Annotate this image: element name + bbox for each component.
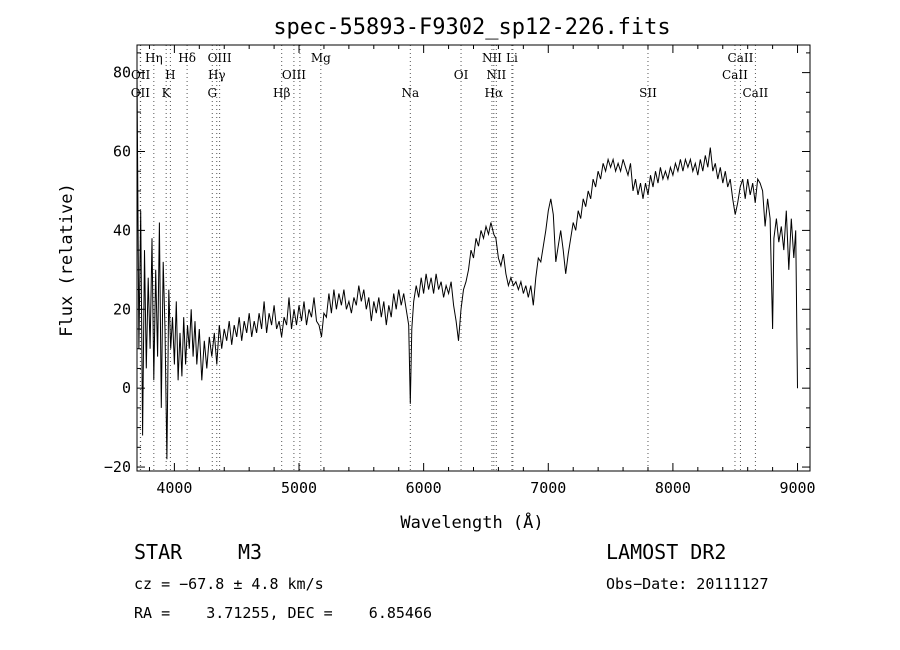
y-tick-label-0: 0 [122, 379, 131, 397]
redshift-velocity: cz = −67.8 ± 4.8 km/s [134, 575, 324, 593]
line-marker-label-5: Hδ [178, 51, 196, 65]
line-marker-label-12: Mg [311, 51, 331, 65]
spectrum-series-0 [136, 72, 798, 460]
line-marker-label-22: CaII [722, 68, 748, 82]
x-tick-label-4000: 4000 [156, 479, 192, 497]
line-marker-label-20: SII [639, 86, 657, 100]
line-marker-label-16: NII [486, 68, 506, 82]
line-marker-label-9: Hβ [273, 86, 290, 100]
survey-label: LAMOST DR2 [606, 540, 727, 564]
line-marker-label-17: Hα [485, 86, 504, 100]
x-tick-label-8000: 8000 [655, 479, 691, 497]
coordinates: RA = 3.71255, DEC = 6.85466 [134, 604, 433, 622]
y-tick-label-40: 40 [113, 221, 131, 239]
line-marker-label-1: OII [131, 68, 151, 82]
y-tick-label-20: 20 [113, 300, 131, 318]
x-axis: 4000 5000 6000 7000 8000 9000 [148, 45, 816, 497]
x-tick-label-7000: 7000 [530, 479, 566, 497]
class-label: STAR [134, 540, 183, 564]
line-marker-label-2: Hη [145, 51, 163, 65]
x-tick-label-6000: 6000 [406, 479, 442, 497]
x-axis-label: Wavelength (Å) [400, 511, 543, 533]
y-tick-label-80: 80 [113, 64, 131, 82]
line-marker-label-15: NII [482, 51, 502, 65]
line-marker-label-3: H [165, 68, 175, 82]
line-marker-label-10: OIII [282, 68, 306, 82]
line-marker-label-23: CaII [742, 86, 768, 100]
series-layer [136, 72, 798, 460]
chart-title: spec-55893-F9302_sp12-226.fits [273, 15, 670, 40]
observation-date: Obs−Date: 20111127 [606, 575, 769, 593]
x-tick-label-5000: 5000 [281, 479, 317, 497]
y-axis: −20 0 20 40 60 80 [104, 52, 810, 476]
line-marker-label-7: Hγ [208, 68, 226, 82]
y-axis-label: Flux (relative) [57, 183, 77, 337]
subclass-label: M3 [238, 540, 263, 564]
line-marker-label-21: CaII [728, 51, 754, 65]
line-marker-label-6: OIII [208, 51, 232, 65]
line-marker-label-8: G [207, 86, 217, 100]
line-marker-label-18: Li [506, 51, 518, 65]
line-marker-label-14: OI [454, 68, 469, 82]
y-tick-label--20: −20 [104, 458, 131, 476]
y-tick-label-60: 60 [113, 143, 131, 161]
line-marker-label-13: Na [401, 86, 419, 100]
line-marker-label-4: K [162, 86, 172, 100]
x-tick-label-9000: 9000 [779, 479, 815, 497]
